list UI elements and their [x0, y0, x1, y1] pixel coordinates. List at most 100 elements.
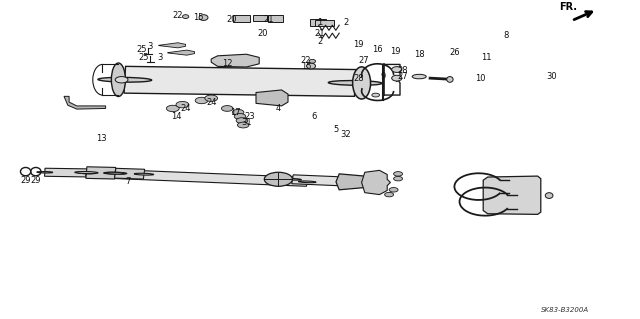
Polygon shape: [45, 168, 86, 177]
Text: SK83-B3200A: SK83-B3200A: [541, 307, 589, 313]
Text: 19: 19: [353, 40, 364, 49]
Text: 6: 6: [311, 112, 316, 121]
Ellipse shape: [328, 81, 382, 85]
Text: 9: 9: [380, 72, 385, 81]
Ellipse shape: [298, 181, 316, 183]
Text: 21: 21: [315, 29, 325, 38]
Text: 23: 23: [244, 112, 255, 121]
Text: 12: 12: [222, 59, 232, 68]
Ellipse shape: [284, 178, 301, 180]
Ellipse shape: [75, 172, 98, 174]
Text: 20: 20: [227, 15, 237, 24]
Polygon shape: [64, 96, 106, 109]
Text: 21: 21: [264, 15, 274, 24]
Text: 2: 2: [343, 18, 348, 27]
Ellipse shape: [392, 75, 402, 81]
Text: 17: 17: [230, 108, 241, 117]
Text: 29: 29: [20, 176, 31, 185]
Polygon shape: [159, 43, 186, 48]
Ellipse shape: [104, 172, 127, 174]
Ellipse shape: [134, 173, 154, 175]
Ellipse shape: [545, 193, 553, 198]
Circle shape: [205, 95, 218, 101]
Text: 2: 2: [317, 37, 323, 46]
Circle shape: [394, 172, 403, 176]
Circle shape: [236, 118, 248, 123]
Polygon shape: [168, 50, 195, 55]
Circle shape: [394, 176, 403, 181]
Ellipse shape: [447, 77, 453, 82]
Text: 8: 8: [503, 31, 508, 40]
Text: 5: 5: [333, 125, 339, 134]
Circle shape: [234, 114, 246, 119]
Circle shape: [221, 106, 233, 111]
Circle shape: [385, 192, 394, 197]
Ellipse shape: [36, 172, 53, 173]
Text: 24: 24: [180, 104, 191, 113]
Polygon shape: [124, 66, 356, 96]
Polygon shape: [292, 175, 346, 186]
Ellipse shape: [106, 172, 125, 174]
Circle shape: [389, 188, 398, 192]
Ellipse shape: [111, 63, 125, 96]
Polygon shape: [483, 176, 541, 214]
Text: 25: 25: [137, 45, 147, 54]
Text: 27: 27: [358, 56, 369, 65]
Text: 27: 27: [398, 72, 408, 81]
Circle shape: [232, 109, 244, 115]
Polygon shape: [86, 168, 308, 186]
Text: 14: 14: [171, 112, 181, 121]
Ellipse shape: [182, 15, 189, 19]
Text: 22: 22: [301, 56, 311, 65]
Text: 26: 26: [449, 48, 460, 57]
Text: FR.: FR.: [559, 2, 577, 12]
Ellipse shape: [337, 181, 355, 182]
Bar: [310, 19, 326, 26]
Polygon shape: [256, 90, 288, 106]
Ellipse shape: [307, 63, 316, 69]
Text: 11: 11: [481, 53, 492, 62]
Polygon shape: [336, 174, 368, 190]
Text: 15: 15: [301, 63, 311, 71]
Text: 20: 20: [257, 29, 268, 38]
Polygon shape: [115, 168, 145, 179]
Circle shape: [195, 97, 208, 104]
Polygon shape: [86, 167, 116, 179]
Bar: [268, 15, 283, 22]
Text: 19: 19: [390, 47, 401, 56]
Polygon shape: [211, 54, 259, 67]
Ellipse shape: [78, 172, 95, 174]
Ellipse shape: [353, 67, 371, 99]
Text: 24: 24: [206, 98, 216, 107]
Text: 28: 28: [398, 66, 408, 75]
Ellipse shape: [77, 172, 95, 174]
Text: 15: 15: [193, 13, 204, 22]
Polygon shape: [362, 170, 390, 195]
Bar: [253, 15, 267, 21]
Text: 4: 4: [276, 104, 281, 113]
Text: 30: 30: [547, 72, 557, 81]
Text: 16: 16: [372, 45, 383, 54]
Text: 10: 10: [475, 74, 485, 83]
Ellipse shape: [199, 15, 208, 20]
Bar: [233, 15, 250, 22]
Text: 7: 7: [125, 177, 131, 186]
Ellipse shape: [98, 78, 152, 82]
Circle shape: [372, 93, 380, 97]
Text: 29: 29: [30, 176, 40, 185]
Text: 3: 3: [157, 53, 163, 62]
Circle shape: [264, 172, 292, 186]
Circle shape: [115, 77, 128, 83]
Text: 3: 3: [148, 42, 153, 51]
Text: 32: 32: [340, 130, 351, 139]
Text: 13: 13: [96, 134, 106, 143]
Text: 22: 22: [173, 11, 183, 20]
Ellipse shape: [412, 74, 426, 79]
Text: 25: 25: [139, 53, 149, 62]
Ellipse shape: [392, 67, 402, 72]
Bar: [315, 20, 334, 26]
Text: 28: 28: [353, 74, 364, 83]
Circle shape: [237, 122, 249, 128]
Ellipse shape: [309, 59, 316, 63]
Text: 18: 18: [414, 50, 424, 59]
